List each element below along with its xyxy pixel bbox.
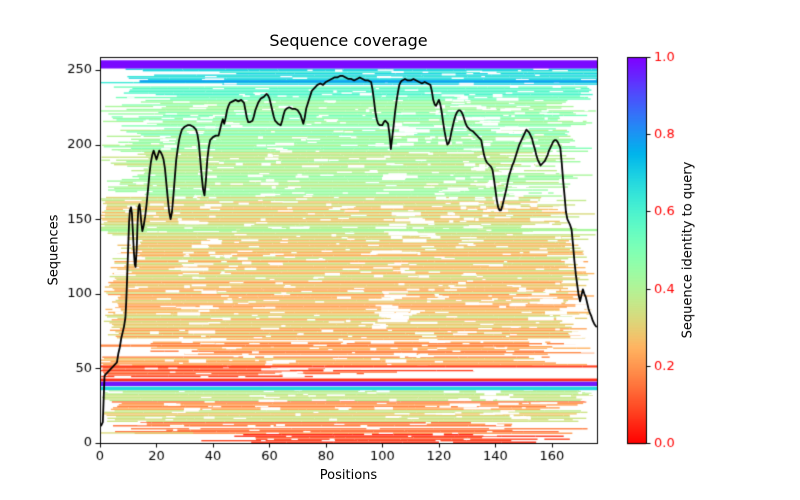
- colorbar-label: Sequence identity to query: [680, 161, 696, 339]
- x-axis-label: Positions: [319, 468, 378, 483]
- chart-title: Sequence coverage: [269, 31, 428, 50]
- y-axis-label: Sequences: [46, 214, 62, 286]
